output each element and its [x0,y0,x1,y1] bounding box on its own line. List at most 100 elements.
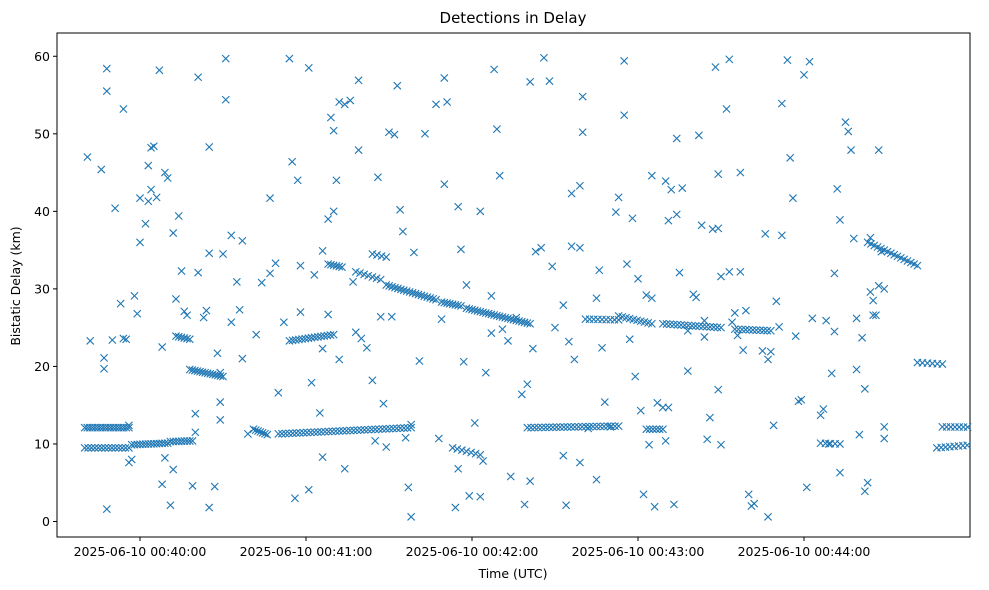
data-point [377,252,386,261]
data-point [564,337,573,346]
data-point [389,424,398,433]
data-point [335,262,344,271]
data-point [593,315,602,324]
data-point [653,398,662,407]
data-point [700,316,709,325]
data-point [443,98,452,106]
data-point [318,344,327,353]
data-point [457,446,466,455]
data-point [315,408,324,417]
data-point [382,443,391,452]
data-point [371,425,380,434]
data-point [758,346,767,355]
data-point [456,301,465,310]
data-point [650,502,659,511]
data-point [277,429,286,438]
data-point [647,171,656,180]
data-point [678,184,687,193]
data-point [432,295,441,304]
data-point [739,346,748,355]
data-point [329,126,338,135]
data-point [552,423,561,432]
data-point [303,428,312,437]
data-point [320,331,329,340]
data-point [462,281,471,289]
data-point [337,263,346,272]
data-point [338,426,347,435]
data-point [155,66,164,75]
data-point [417,291,426,300]
data-point [97,165,106,174]
data-point [556,423,565,432]
data-point [578,422,587,431]
data-point [487,329,496,338]
data-point [714,385,723,394]
data-point [411,289,420,298]
data-point [256,427,265,436]
data-point [603,422,612,431]
data-point [219,249,227,258]
data-point [517,390,526,399]
data-point [548,262,557,271]
x-tick-label: 2025-06-10 00:42:00 [406,544,539,559]
data-point [963,441,972,450]
data-point [866,233,875,242]
data-point [655,425,664,434]
data-point [874,281,883,290]
data-point [562,501,571,510]
data-point [761,229,770,238]
data-point [144,161,153,170]
data-point [111,443,120,452]
data-point [959,423,968,432]
data-point [385,128,393,137]
data-point [307,378,316,387]
data-point [874,146,883,155]
data-point [290,494,299,503]
data-point [680,321,689,330]
data-point [816,411,825,420]
data-point [714,170,723,179]
data-point [858,333,867,342]
data-point [401,433,410,442]
data-point [274,429,283,438]
data-point [388,282,397,291]
data-point [866,287,875,296]
data-point [711,63,720,72]
data-point [847,146,856,155]
data-point [392,424,401,433]
data-point [90,443,99,452]
data-point [667,185,676,194]
data-point [476,492,485,501]
data-point [298,335,307,344]
data-point [694,131,703,140]
data-point [202,306,211,315]
data-point [405,287,414,296]
data-point [210,482,219,491]
data-point [205,503,214,512]
data-point [788,194,797,203]
data-point [869,296,878,305]
data-markers [80,53,972,521]
data-point [288,336,297,345]
data-point [691,321,700,330]
data-point [827,369,836,378]
data-point [235,305,244,314]
data-point [346,426,355,435]
data-point [833,184,842,193]
data-point [205,142,214,151]
data-point [329,207,338,216]
data-point [611,208,620,217]
data-point [703,435,712,444]
data-point [391,283,400,292]
y-tick-label: 40 [34,204,50,219]
data-point [191,409,200,418]
data-point [748,325,757,334]
data-point [766,326,775,335]
data-point [80,443,89,452]
data-point [913,261,922,270]
data-point [830,269,839,278]
data-point [266,269,275,278]
data-point [437,315,446,324]
data-point [362,343,371,352]
data-point [551,323,559,332]
